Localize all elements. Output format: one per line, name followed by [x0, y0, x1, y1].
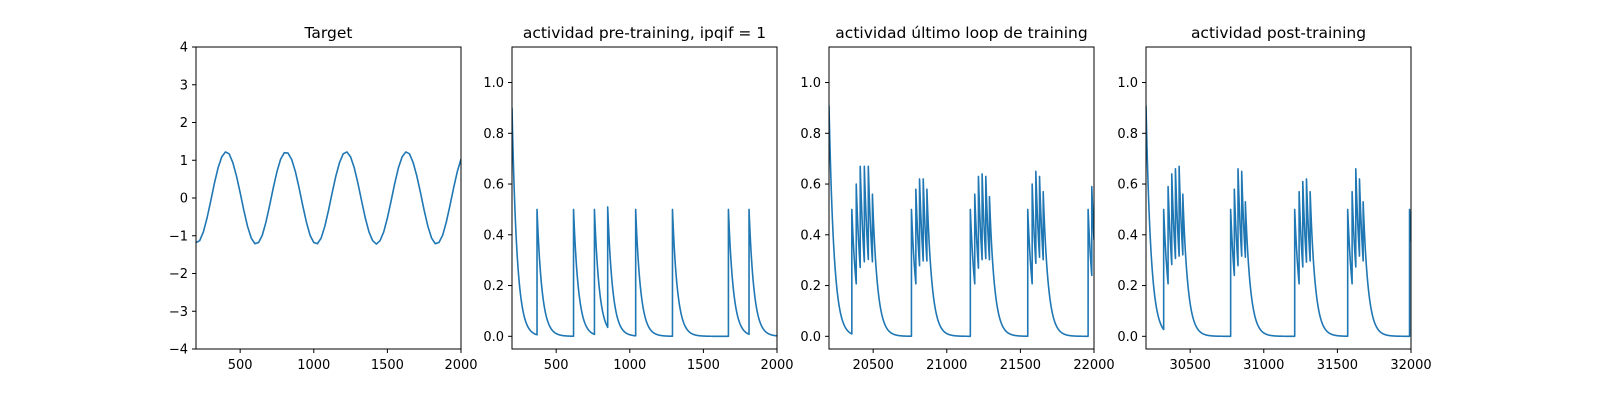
- y-tick-label: −1: [169, 229, 188, 244]
- last-loop-training-chart: 20500 21000 21500 22000 0.0 0.2 0.4 0.6 0.8 1.0 ac…: [800, 24, 1114, 373]
- series-line: [1146, 105, 1411, 338]
- x-tick-label: 32000: [1390, 358, 1431, 373]
- x-tick-label: 2000: [444, 358, 477, 373]
- series-line: [196, 151, 461, 245]
- axes-frame: [1145, 46, 1412, 350]
- pre-training-chart: 500 1000 1500 2000 0.0 0.2 0.4 0.6 0.8 1.0 activid…: [483, 24, 793, 373]
- axes-frame: [511, 46, 778, 350]
- y-tick-label: 4: [180, 41, 188, 56]
- series-line: [829, 105, 1094, 338]
- x-tick-label: 30500: [1169, 358, 1210, 373]
- y-tick-label: 0.2: [1117, 279, 1138, 294]
- target-chart: 500 1000 1500 2000 −4 −3 −2 −1 0 1 2 3 4 Target: [169, 24, 478, 373]
- x-tick-label: 21000: [926, 358, 967, 373]
- chart-title: Target: [304, 24, 353, 42]
- chart-title: actividad pre-training, ipqif = 1: [523, 24, 766, 42]
- x-tick-label: 31500: [1317, 358, 1358, 373]
- y-tick-label: 0: [180, 192, 188, 207]
- y-tick-label: 0.0: [483, 330, 504, 345]
- chart-title: actividad último loop de training: [835, 24, 1087, 42]
- x-tick-label: 500: [544, 358, 569, 373]
- y-tick-label: −4: [169, 343, 188, 358]
- y-tick-label: 0.4: [483, 228, 504, 243]
- axes-frame: [828, 46, 1095, 350]
- series-line: [512, 107, 777, 338]
- x-tick-label: 20500: [852, 358, 893, 373]
- y-tick-label: 0.0: [1117, 330, 1138, 345]
- x-tick-label: 31000: [1243, 358, 1284, 373]
- x-tick-label: 1500: [371, 358, 404, 373]
- y-tick-label: 1.0: [800, 76, 821, 91]
- y-tick-label: 0.2: [800, 279, 821, 294]
- y-tick-label: 0.8: [1117, 127, 1138, 142]
- y-tick-label: 0.6: [800, 178, 821, 193]
- y-tick-label: 0.4: [800, 228, 821, 243]
- y-tick-label: 0.6: [1117, 178, 1138, 193]
- y-tick-label: 1.0: [483, 76, 504, 91]
- x-tick-label: 1000: [613, 358, 646, 373]
- y-tick-label: 2: [180, 116, 188, 131]
- x-tick-label: 1500: [687, 358, 720, 373]
- x-tick-label: 2000: [760, 358, 793, 373]
- x-tick-label: 1000: [297, 358, 330, 373]
- y-tick-label: 0.6: [483, 178, 504, 193]
- y-tick-label: −3: [169, 305, 188, 320]
- x-tick-label: 22000: [1073, 358, 1114, 373]
- x-tick-label: 21500: [1000, 358, 1041, 373]
- y-tick-label: −2: [169, 267, 188, 282]
- chart-title: actividad post-training: [1191, 24, 1366, 42]
- y-tick-label: 0.0: [800, 330, 821, 345]
- post-training-chart: 30500 31000 31500 32000 0.0 0.2 0.4 0.6 0.8 1.0 ac…: [1117, 24, 1431, 373]
- y-tick-label: 0.2: [483, 279, 504, 294]
- y-tick-label: 0.4: [1117, 228, 1138, 243]
- y-tick-label: 1: [180, 154, 188, 169]
- y-tick-label: 3: [180, 78, 188, 93]
- y-tick-label: 0.8: [800, 127, 821, 142]
- y-tick-label: 0.8: [483, 127, 504, 142]
- y-tick-label: 1.0: [1117, 76, 1138, 91]
- x-tick-label: 500: [228, 358, 253, 373]
